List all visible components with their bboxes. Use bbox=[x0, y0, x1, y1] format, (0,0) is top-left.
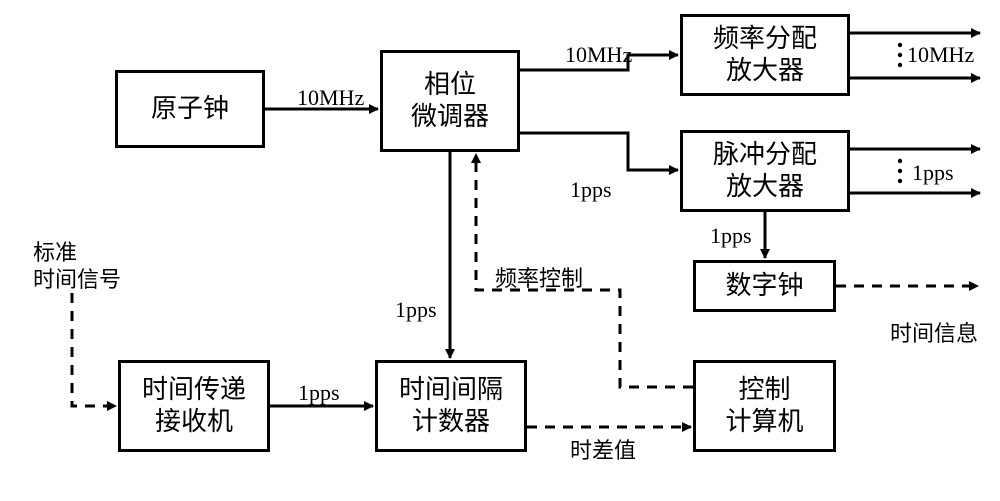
node-phase-trimmer: 相位微调器 bbox=[380, 50, 520, 152]
edge-phase-to-pulse bbox=[520, 133, 678, 170]
elabel-phase-to-pulse: 1pps bbox=[570, 177, 612, 203]
label-control-computer: 控制计算机 bbox=[725, 374, 803, 439]
edge-stdin-to-recv bbox=[72, 293, 116, 406]
elabel-freq-control: 频率控制 bbox=[495, 261, 583, 293]
label-time-interval-ctr: 时间间隔计数器 bbox=[399, 374, 503, 439]
node-time-xfer-recv: 时间传递接收机 bbox=[118, 360, 270, 452]
elabel-recv-to-ctr: 1pps bbox=[298, 380, 340, 406]
elabel-time-diff: 时差值 bbox=[570, 433, 636, 465]
node-control-computer: 控制计算机 bbox=[693, 360, 836, 452]
elabel-atomic-to-phase: 10MHz bbox=[297, 85, 364, 111]
elabel-freq-out: 10MHz bbox=[907, 42, 974, 68]
node-freq-dist-amp: 频率分配放大器 bbox=[680, 14, 850, 96]
node-time-interval-ctr: 时间间隔计数器 bbox=[375, 360, 527, 452]
diagram-canvas: 原子钟 相位微调器 频率分配放大器 脉冲分配放大器 数字钟 时间传递接收机 时间… bbox=[0, 0, 1000, 501]
dots-pulse bbox=[898, 159, 902, 163]
label-pulse-dist-amp: 脉冲分配放大器 bbox=[713, 139, 817, 204]
label-freq-dist-amp: 频率分配放大器 bbox=[713, 23, 817, 88]
elabel-phase-down: 1pps bbox=[395, 297, 437, 323]
node-digital-clock: 数字钟 bbox=[693, 260, 836, 312]
node-atomic-clock: 原子钟 bbox=[115, 70, 265, 148]
dots-freq bbox=[898, 43, 902, 47]
elabel-pulse-out: 1pps bbox=[912, 160, 954, 186]
label-digital-clock: 数字钟 bbox=[725, 270, 803, 303]
elabel-pulse-to-digital: 1pps bbox=[710, 223, 752, 249]
elabel-phase-to-freq: 10MHz bbox=[565, 42, 632, 68]
label-time-xfer-recv: 时间传递接收机 bbox=[142, 374, 246, 439]
elabel-std-time-signal2: 时间信号 bbox=[33, 262, 121, 294]
label-phase-trimmer: 相位微调器 bbox=[411, 69, 489, 134]
node-pulse-dist-amp: 脉冲分配放大器 bbox=[680, 130, 850, 212]
elabel-time-info: 时间信息 bbox=[890, 316, 978, 348]
label-atomic-clock: 原子钟 bbox=[151, 93, 229, 126]
